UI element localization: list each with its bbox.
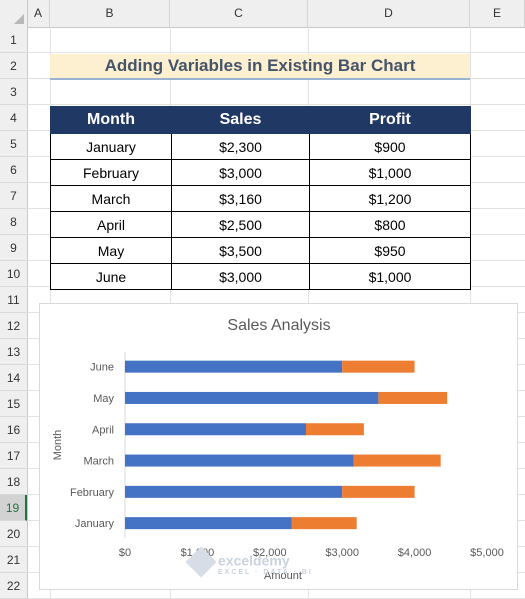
row-header-4[interactable]: 4 <box>0 105 27 131</box>
row-header-3[interactable]: 3 <box>0 79 27 105</box>
table-row: February $3,000 $1,000 <box>50 159 471 186</box>
x-tick-label: $4,000 <box>398 547 432 559</box>
cell-profit[interactable]: $800 <box>309 211 471 238</box>
row-header-2[interactable]: 2 <box>0 53 27 79</box>
x-axis-title[interactable]: Amount <box>264 570 302 582</box>
cell-month[interactable]: April <box>50 211 172 238</box>
sheet-title[interactable]: Adding Variables in Existing Bar Chart <box>50 54 470 80</box>
bar-series-1[interactable] <box>125 423 306 436</box>
row-header-14[interactable]: 14 <box>0 365 27 391</box>
column-header-e[interactable]: E <box>470 0 525 27</box>
row-header-6[interactable]: 6 <box>0 157 27 183</box>
header-month[interactable]: Month <box>50 106 172 134</box>
row-header-13[interactable]: 13 <box>0 339 27 365</box>
cell-profit[interactable]: $1,000 <box>309 159 471 186</box>
row-gridline <box>27 104 525 105</box>
table-header-row: Month Sales Profit <box>50 106 471 134</box>
cell-profit[interactable]: $900 <box>309 133 471 160</box>
row-header-19[interactable]: 19 <box>0 495 27 521</box>
table-row: January $2,300 $900 <box>50 133 471 160</box>
y-tick-label: April <box>92 424 114 436</box>
exceldemy-watermark: exceldemy EXCEL · DATA · BI <box>185 546 313 581</box>
bar-series-2[interactable] <box>342 360 415 373</box>
column-header-bar: A B C D E <box>0 0 525 28</box>
y-tick-label: May <box>93 393 114 405</box>
column-header-c[interactable]: C <box>170 0 308 27</box>
y-axis-title[interactable]: Month <box>52 430 64 461</box>
bar-series-2[interactable] <box>342 485 415 498</box>
cell-profit[interactable]: $1,200 <box>309 185 471 212</box>
table-row: June $3,000 $1,000 <box>50 263 471 290</box>
cell-month[interactable]: March <box>50 185 172 212</box>
bar-series-1[interactable] <box>125 454 354 467</box>
bar-series-1[interactable] <box>125 360 343 373</box>
chart-canvas: Sales Analysis Month Amount June May April… <box>52 317 504 582</box>
cell-profit[interactable]: $1,000 <box>309 263 471 290</box>
plot-area[interactable]: JuneMayAprilMarchFebruaryJanuary$0$1,000… <box>70 352 504 559</box>
row-header-11[interactable]: 11 <box>0 287 27 313</box>
row-header-8[interactable]: 8 <box>0 209 27 235</box>
row-header-1[interactable]: 1 <box>0 27 27 53</box>
table-row: May $3,500 $950 <box>50 237 471 264</box>
y-tick-label: March <box>83 456 114 468</box>
header-sales[interactable]: Sales <box>171 106 310 134</box>
bar-series-2[interactable] <box>353 454 441 467</box>
cell-sales[interactable]: $3,500 <box>171 237 310 264</box>
cell-month[interactable]: January <box>50 133 172 160</box>
row-header-20[interactable]: 20 <box>0 521 27 547</box>
y-tick-label: June <box>90 362 114 374</box>
cell-month[interactable]: February <box>50 159 172 186</box>
cell-sales[interactable]: $3,000 <box>171 159 310 186</box>
bar-series-2[interactable] <box>291 517 357 530</box>
header-profit[interactable]: Profit <box>309 106 471 134</box>
select-all-button[interactable] <box>0 0 28 27</box>
cell-month[interactable]: June <box>50 263 172 290</box>
row-header-22[interactable]: 22 <box>0 573 27 599</box>
row-header-9[interactable]: 9 <box>0 235 27 261</box>
bar-series-2[interactable] <box>306 423 364 436</box>
column-header-d[interactable]: D <box>308 0 470 27</box>
row-header-16[interactable]: 16 <box>0 417 27 443</box>
table-row: April $2,500 $800 <box>50 211 471 238</box>
x-tick-label: $5,000 <box>470 547 504 559</box>
exceldemy-logo-icon <box>185 546 217 578</box>
row-header-bar: 1 2 3 4 5 6 7 8 9 10 11 12 13 14 15 16 17 18 19 20 21 22 <box>0 27 28 599</box>
cell-month[interactable]: May <box>50 237 172 264</box>
watermark-tagline: EXCEL · DATA · BI <box>218 569 313 576</box>
row-header-17[interactable]: 17 <box>0 443 27 469</box>
y-tick-label: January <box>75 518 115 530</box>
row-header-18[interactable]: 18 <box>0 469 27 495</box>
row-header-10[interactable]: 10 <box>0 261 27 287</box>
row-header-15[interactable]: 15 <box>0 391 27 417</box>
cell-sales[interactable]: $2,500 <box>171 211 310 238</box>
cell-sales[interactable]: $3,160 <box>171 185 310 212</box>
cell-sales[interactable]: $3,000 <box>171 263 310 290</box>
row-gridline <box>27 52 525 53</box>
cell-sales[interactable]: $2,300 <box>171 133 310 160</box>
x-tick-label: $3,000 <box>325 547 359 559</box>
table-row: March $3,160 $1,200 <box>50 185 471 212</box>
column-header-a[interactable]: A <box>27 0 50 27</box>
bar-series-1[interactable] <box>125 517 292 530</box>
column-header-b[interactable]: B <box>50 0 170 27</box>
data-table: Month Sales Profit January $2,300 $900 F… <box>50 106 471 290</box>
bar-series-2[interactable] <box>378 391 448 404</box>
row-header-7[interactable]: 7 <box>0 183 27 209</box>
watermark-name: exceldemy <box>218 552 290 569</box>
bar-series-1[interactable] <box>125 485 343 498</box>
row-header-21[interactable]: 21 <box>0 547 27 573</box>
x-tick-label: $0 <box>119 547 131 559</box>
bar-series-1[interactable] <box>125 391 379 404</box>
y-tick-label: February <box>70 487 115 499</box>
select-all-triangle-icon <box>14 14 24 24</box>
chart-title[interactable]: Sales Analysis <box>227 317 330 334</box>
row-header-12[interactable]: 12 <box>0 313 27 339</box>
cell-profit[interactable]: $950 <box>309 237 471 264</box>
x-tick-label: $2,000 <box>253 547 287 559</box>
sales-analysis-chart[interactable]: Sales Analysis Month Amount June May April… <box>39 303 518 590</box>
row-header-5[interactable]: 5 <box>0 131 27 157</box>
